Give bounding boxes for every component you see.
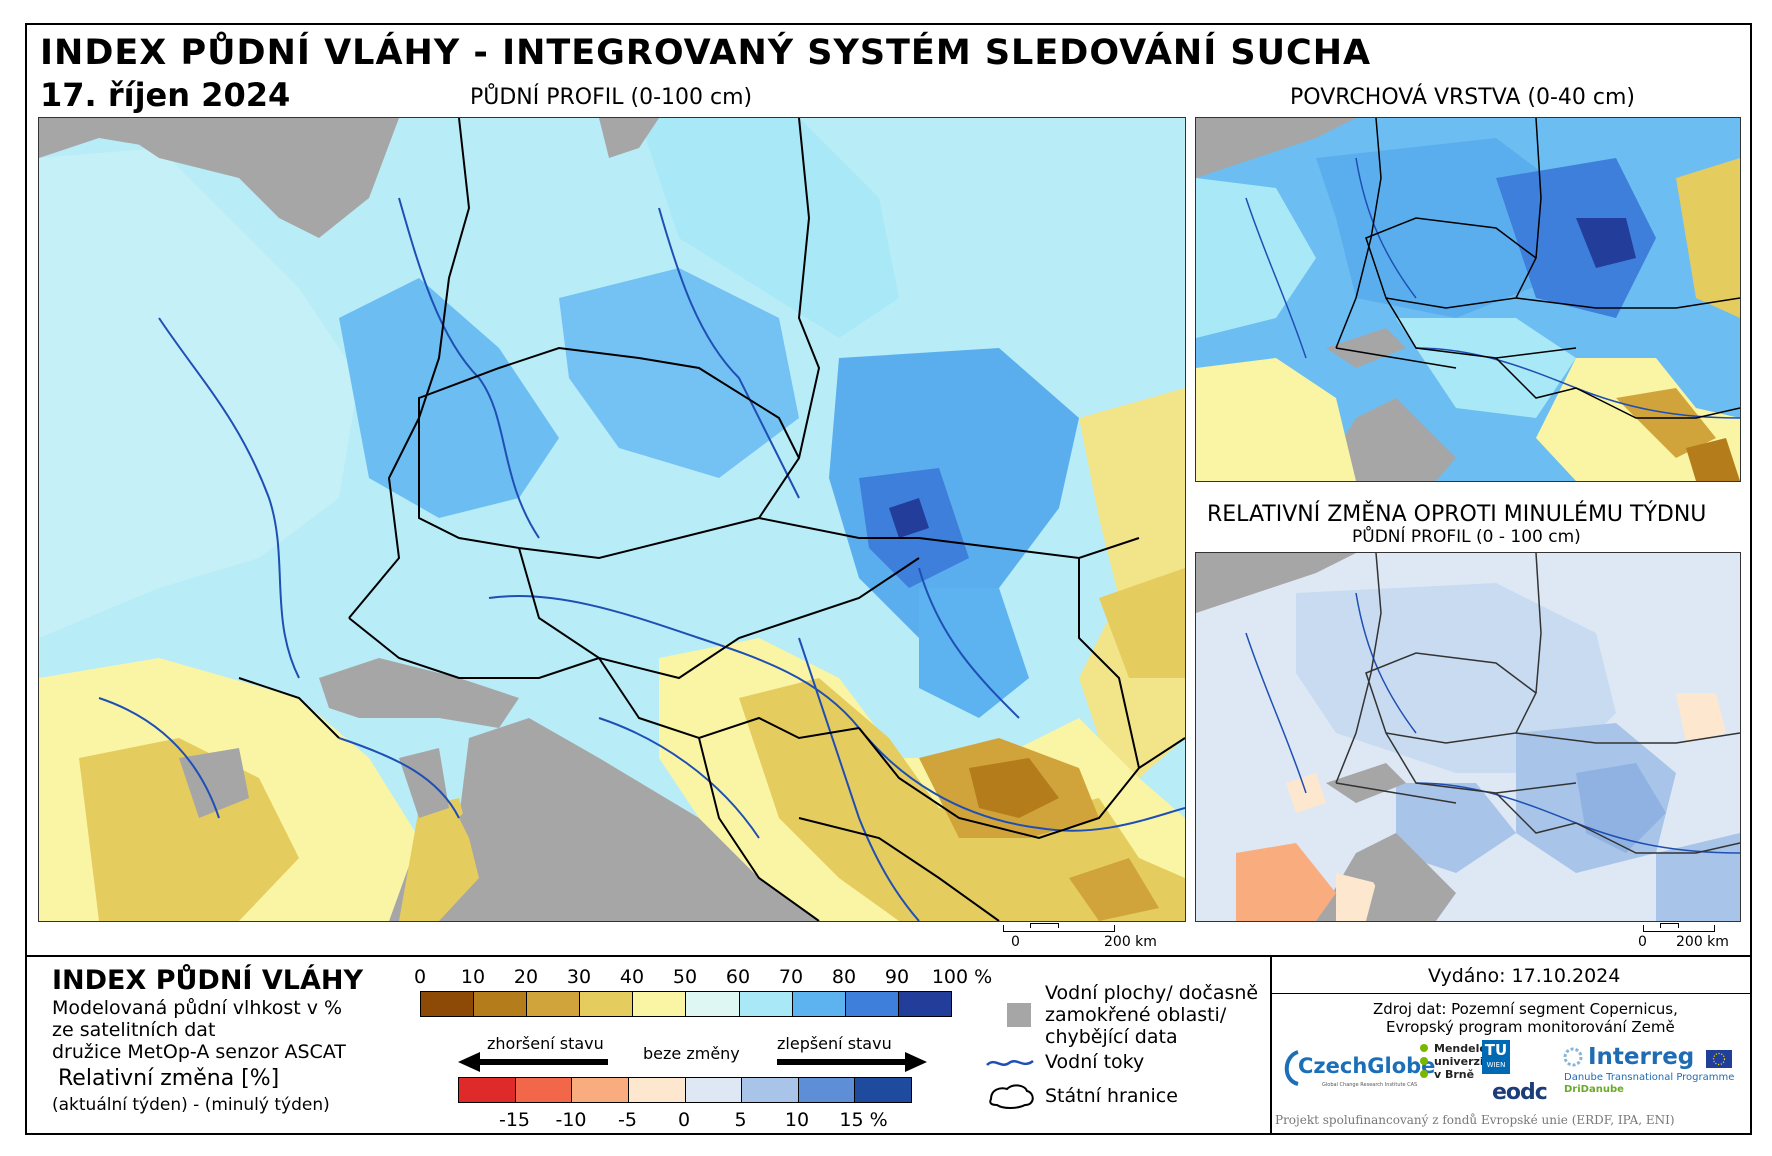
worse-label: zhoršení stavu — [487, 1034, 604, 1053]
legend-index-title: INDEX PŮDNÍ VLÁHY — [52, 965, 364, 996]
index-swatch — [421, 992, 474, 1016]
surface-layer-map — [1195, 117, 1741, 482]
surface-map-canvas — [1196, 118, 1740, 481]
tu-wien-logo-text: TU — [1484, 1041, 1508, 1059]
index-swatch — [526, 992, 580, 1016]
interreg-logo-subtext-2: DriDanube — [1564, 1084, 1624, 1095]
index-swatch — [738, 992, 792, 1016]
main-soil-moisture-map — [38, 117, 1186, 922]
border-symbol — [987, 1081, 1037, 1115]
change-tick-label: 0 — [677, 1109, 691, 1131]
nodata-label-1: Vodní plochy/ dočasně — [1045, 982, 1259, 1004]
change-tick-labels: -15 -10 -5 0 5 10 15 % — [458, 1109, 910, 1133]
index-tick-label: 10 — [460, 966, 486, 988]
issued-separator — [1270, 993, 1752, 994]
mendel-logo-line-2: univerzita — [1434, 1055, 1497, 1068]
index-tick-label: 20 — [513, 966, 539, 988]
index-swatch — [844, 992, 898, 1016]
change-tick-label: -10 — [555, 1109, 587, 1131]
legend-change-title: Relativní změna [%] — [58, 1066, 280, 1091]
index-swatch — [579, 992, 633, 1016]
worse-arrow — [458, 1050, 608, 1074]
main-panel-label: PŮDNÍ PROFIL (0-100 cm) — [470, 85, 753, 110]
mendel-logo-line-3: v Brně — [1434, 1068, 1475, 1081]
index-tick-label: 40 — [619, 966, 645, 988]
eu-flag-icon — [1706, 1050, 1732, 1068]
index-tick-labels: 0 10 20 30 40 50 60 70 80 90 100 % — [414, 966, 992, 990]
index-swatch — [791, 992, 845, 1016]
change-tick-label: -5 — [618, 1109, 637, 1131]
better-label: zlepšení stavu — [777, 1034, 892, 1053]
tu-wien-logo: TU WIEN — [1482, 1040, 1510, 1074]
change-scalebar-end: 200 km — [1676, 934, 1729, 950]
legend-index-desc-2: ze satelitních dat — [52, 1019, 216, 1041]
change-swatch — [797, 1078, 855, 1102]
legend-vertical-separator — [1270, 955, 1272, 1135]
nodata-label-3: chybějící data — [1045, 1026, 1178, 1048]
borders-label: Státní hranice — [1045, 1085, 1178, 1107]
better-arrow — [777, 1050, 927, 1074]
surface-panel-label: POVRCHOVÁ VRSTVA (0-40 cm) — [1290, 85, 1635, 110]
change-color-bar — [458, 1077, 912, 1103]
change-swatch — [459, 1078, 515, 1102]
legend-index-desc-3: družice MetOp-A senzor ASCAT — [52, 1041, 346, 1063]
main-scalebar-end: 200 km — [1104, 934, 1157, 950]
index-tick-label: 70 — [778, 966, 804, 988]
czechglobe-logo-text: CzechGlobe — [1298, 1054, 1436, 1078]
main-scalebar-start: 0 — [1011, 934, 1020, 950]
change-scalebar — [1643, 923, 1715, 935]
change-tick-label: -15 — [498, 1109, 531, 1131]
map-title: INDEX PŮDNÍ VLÁHY - INTEGROVANÝ SYSTÉM S… — [40, 33, 1372, 73]
index-tick-label: 0 — [413, 966, 427, 988]
index-swatch — [473, 992, 527, 1016]
change-swatch — [854, 1078, 911, 1102]
legend-separator — [25, 955, 1752, 957]
main-scalebar — [1003, 923, 1115, 935]
nochange-label: beze změny — [643, 1044, 740, 1063]
change-swatch — [741, 1078, 798, 1102]
source-line-2: Evropský program monitorování Země — [1386, 1018, 1675, 1036]
change-swatch — [514, 1078, 572, 1102]
index-swatch — [685, 992, 739, 1016]
change-panel-label: RELATIVNÍ ZMĚNA OPROTI MINULÉMU TÝDNU — [1207, 502, 1707, 527]
nodata-label-2: zamokřené oblasti/ — [1045, 1004, 1227, 1026]
issued-date: Vydáno: 17.10.2024 — [1428, 965, 1621, 987]
legend-change-desc: (aktuální týden) - (minulý týden) — [52, 1095, 330, 1115]
interreg-logo-text: Interreg — [1588, 1044, 1695, 1070]
index-tick-label: 80 — [831, 966, 857, 988]
river-symbol — [985, 1055, 1035, 1075]
eodc-logo: eodc — [1492, 1080, 1548, 1105]
nodata-swatch — [1007, 1003, 1031, 1027]
index-tick-label: 100 % — [931, 966, 993, 988]
index-tick-label: 30 — [566, 966, 592, 988]
map-date: 17. říjen 2024 — [40, 76, 291, 114]
change-scalebar-start: 0 — [1638, 934, 1647, 950]
index-tick-label: 90 — [884, 966, 910, 988]
change-tick-label: 5 — [734, 1109, 747, 1131]
index-swatch — [632, 992, 686, 1016]
change-swatch — [684, 1078, 742, 1102]
tu-wien-logo-subtext: WIEN — [1486, 1061, 1506, 1069]
index-tick-label: 60 — [725, 966, 751, 988]
source-line-1: Zdroj dat: Pozemní segment Copernicus, — [1373, 1000, 1678, 1018]
interreg-logo-subtext-1: Danube Transnational Programme — [1564, 1072, 1735, 1083]
change-tick-label: 10 — [784, 1109, 810, 1131]
czechglobe-logo-subtext: Global Change Research Institute CAS — [1322, 1082, 1418, 1088]
weekly-change-map — [1195, 552, 1741, 922]
change-swatch — [627, 1078, 685, 1102]
legend-index-desc-1: Modelovaná půdní vlhkost v % — [52, 997, 343, 1019]
main-map-canvas — [39, 118, 1185, 921]
funding-footer: Projekt spolufinancovaný z fondů Evropsk… — [1275, 1113, 1675, 1127]
rivers-label: Vodní toky — [1045, 1051, 1145, 1073]
index-color-bar — [420, 991, 952, 1017]
index-tick-label: 50 — [672, 966, 698, 988]
change-swatch — [571, 1078, 628, 1102]
index-swatch — [897, 992, 951, 1016]
change-panel-sublabel: PŮDNÍ PROFIL (0 - 100 cm) — [1352, 527, 1581, 547]
change-tick-label: 15 % — [839, 1109, 888, 1131]
change-map-canvas — [1196, 553, 1740, 921]
